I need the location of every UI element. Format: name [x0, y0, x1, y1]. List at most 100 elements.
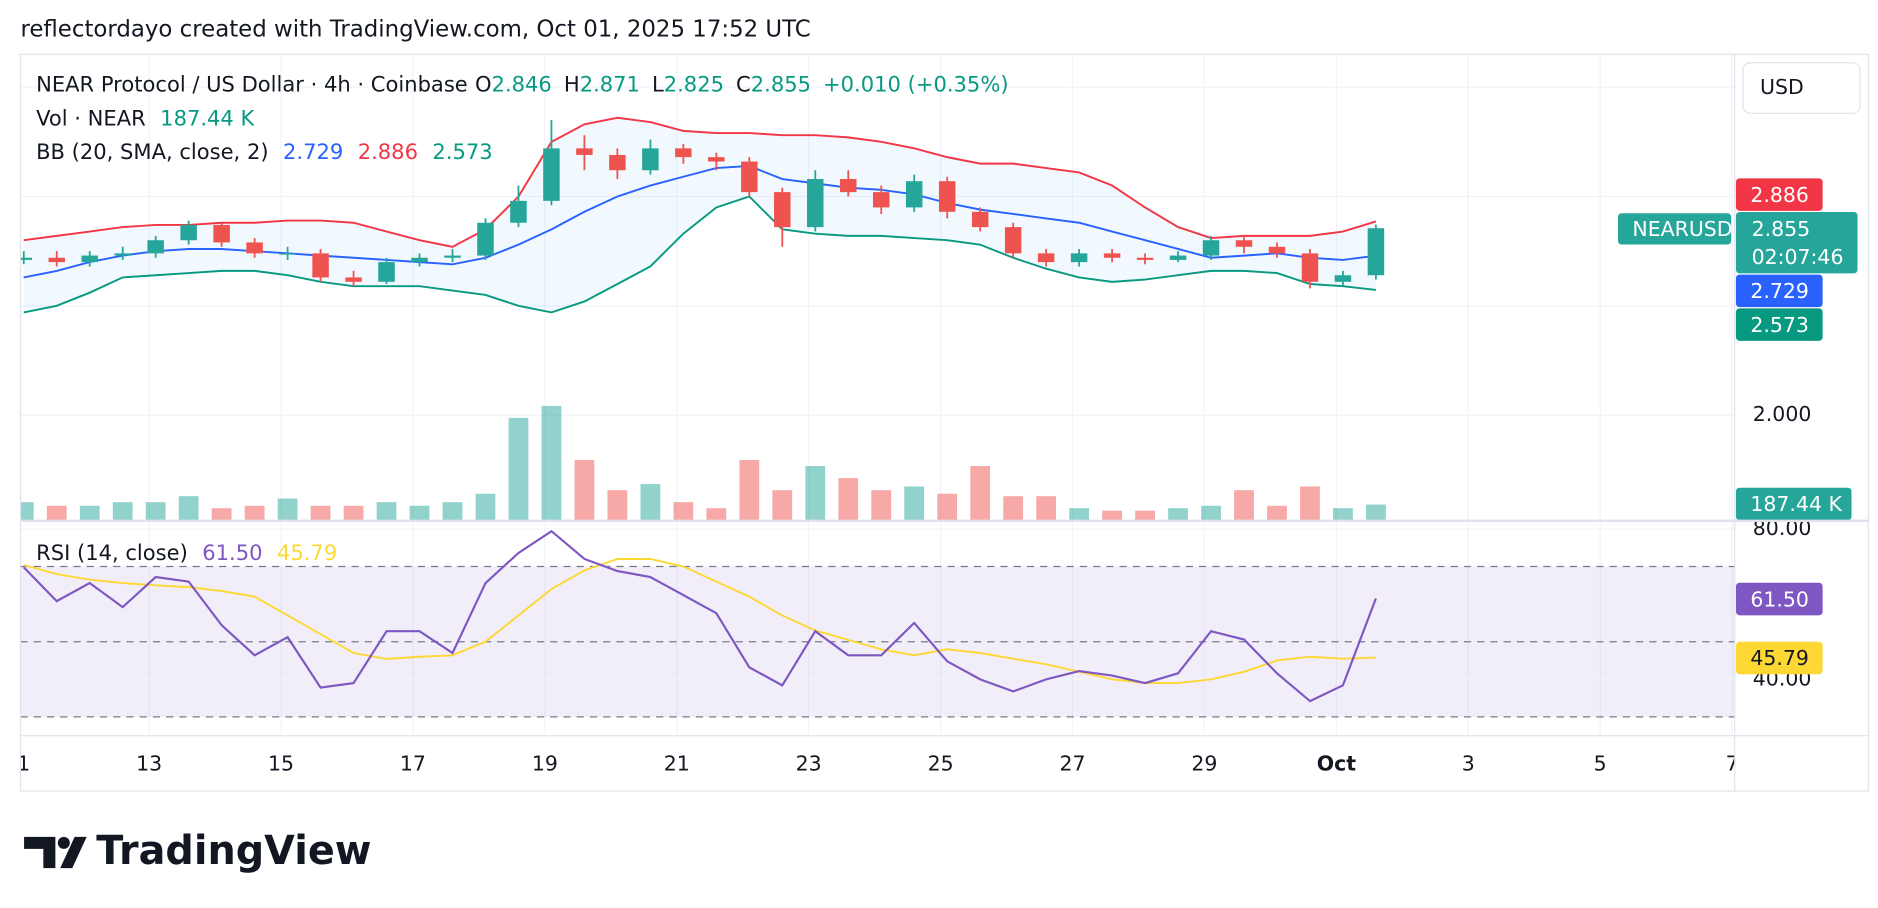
rsi-ma-value: 45.79: [277, 540, 337, 565]
candle-body: [1136, 257, 1154, 260]
volume-bar: [838, 478, 859, 521]
candle-body: [114, 253, 131, 256]
candle-body: [1301, 253, 1319, 282]
volume-bar: [574, 460, 595, 521]
volume-bar: [409, 505, 430, 521]
volume-bar: [871, 490, 892, 521]
volume-value: 187.44 K: [160, 105, 255, 130]
volume-bar: [1069, 508, 1090, 521]
bb-basis-tag: 2.729: [1750, 279, 1809, 303]
rsi-ma-tag: 45.79: [1750, 646, 1809, 670]
ohlc-value: 2.846: [492, 72, 552, 97]
candle-body: [807, 178, 824, 228]
bb-upper: 2.886: [358, 139, 418, 164]
volume-bar: [442, 502, 463, 521]
candle-body: [774, 192, 791, 228]
candle-body: [576, 148, 593, 155]
x-tick-label: 23: [796, 752, 822, 776]
volume-tag: 187.44 K: [1750, 492, 1842, 516]
currency[interactable]: USD: [1760, 75, 1804, 99]
candle-body: [971, 211, 989, 228]
volume-bar: [1102, 510, 1122, 521]
candle-body: [675, 148, 692, 158]
volume-tag-box: [1735, 487, 1852, 521]
candle-body: [213, 224, 230, 243]
candle-body: [312, 253, 329, 278]
bb-upper-tag: 2.886: [1750, 183, 1809, 207]
legend-main: NEAR Protocol / US Dollar · 4h · Coinbas…: [36, 72, 1008, 97]
bb-name: BB (20, SMA, close, 2): [36, 139, 268, 164]
candle-body: [1334, 275, 1352, 282]
volume-bar: [904, 486, 925, 521]
change: +0.010 (+0.35%): [823, 72, 1009, 97]
symbol-title: NEAR Protocol / US Dollar · 4h · Coinbas…: [36, 72, 468, 97]
x-tick-label: 17: [400, 752, 426, 776]
volume-bar: [145, 502, 166, 521]
volume-bar: [310, 505, 331, 521]
candle-body: [1268, 246, 1286, 254]
candle-body: [708, 157, 725, 162]
candle-body: [1367, 228, 1385, 276]
candle-body: [905, 181, 923, 208]
candle-body: [147, 240, 164, 254]
volume-bar: [805, 466, 826, 521]
bb-lower-tag-box: [1735, 308, 1823, 341]
price-tag: 2.855: [1752, 217, 1811, 241]
ohlc-label: L: [652, 72, 664, 97]
candle-body: [872, 192, 890, 208]
currency-button[interactable]: [1742, 62, 1861, 114]
rsi-tag: 61.50: [1750, 587, 1809, 611]
candle-body: [510, 200, 527, 223]
rsi-name: RSI (14, close): [36, 540, 188, 565]
x-tick-label: 11: [4, 752, 30, 776]
volume-bar: [343, 505, 364, 521]
frame: [19, 53, 1869, 792]
volume-bar: [178, 496, 199, 521]
ohlc-label: H: [564, 72, 580, 97]
logo: [24, 836, 87, 869]
candle-body: [378, 262, 395, 282]
volume-bar: [739, 460, 760, 521]
candle-body: [1103, 253, 1121, 258]
ohlc-value: 2.855: [751, 72, 811, 97]
brand: TradingView: [96, 828, 371, 874]
x-tick-label: 15: [268, 752, 294, 776]
x-tick-label: 19: [532, 752, 558, 776]
candle-body: [1070, 253, 1088, 263]
volume-bar: [1300, 486, 1320, 521]
bb-basis: 2.729: [283, 139, 343, 164]
candle-body: [345, 277, 362, 282]
candle-body: [609, 154, 626, 171]
bb-basis-tag-box: [1735, 274, 1823, 308]
volume-bar: [1135, 510, 1155, 521]
volume-bar: [1168, 508, 1188, 521]
volume-bar: [541, 405, 562, 521]
symbol-tag: NEARUSD: [1632, 217, 1732, 241]
candle-body: [938, 181, 956, 212]
volume-bar: [475, 493, 496, 521]
candle-body: [411, 257, 428, 263]
candle-body: [543, 148, 560, 201]
volume-bar: [607, 490, 628, 521]
bb-lower-tag: 2.573: [1750, 313, 1809, 337]
x-tick-label: Oct: [1317, 752, 1357, 776]
volume-bar: [640, 484, 661, 521]
rsi-ma-tag-box: [1735, 641, 1823, 675]
x-tick-label: 25: [928, 752, 954, 776]
volume-name: Vol · NEAR: [36, 105, 146, 130]
x-tick-label: 5: [1594, 752, 1607, 776]
volume-bar: [211, 508, 232, 521]
volume-bar: [1201, 505, 1221, 521]
candle-body: [180, 224, 197, 241]
volume-bar: [937, 493, 958, 521]
volume-bar: [1267, 505, 1287, 521]
candle-body: [279, 253, 296, 255]
volume-bar: [1333, 508, 1353, 521]
candle-body: [477, 222, 494, 256]
volume-bar: [1234, 490, 1254, 521]
bb-upper: [23, 116, 1377, 248]
x-tick-label: 27: [1059, 752, 1085, 776]
volume-bar: [706, 508, 727, 521]
legend-volume: Vol · NEAR 187.44 K: [36, 105, 255, 130]
